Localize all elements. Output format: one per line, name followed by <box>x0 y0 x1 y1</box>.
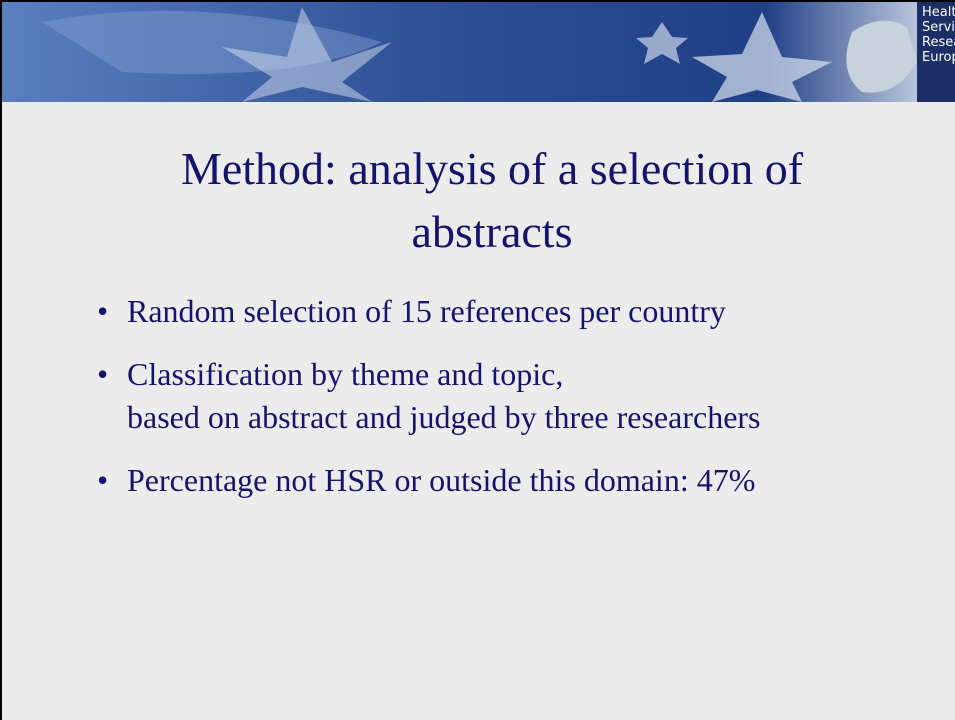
logo-line: Research <box>922 35 955 50</box>
logo-line: Services <box>922 20 955 35</box>
page: Health Services Research Europe Method: … <box>0 0 955 720</box>
slide: Health Services Research Europe Method: … <box>0 0 955 720</box>
bullet-text: Random selection of 15 references per co… <box>127 290 927 333</box>
banner <box>2 2 955 102</box>
bullet-text: Percentage not HSR or outside this domai… <box>127 459 927 502</box>
logo-line: Health <box>922 5 955 20</box>
logo-line: Europe <box>922 50 955 65</box>
bullet-text: based on abstract and judged by three re… <box>127 396 927 439</box>
bullet-text: Classification by theme and topic, <box>127 353 927 396</box>
bullet-list: Random selection of 15 references per co… <box>97 290 927 522</box>
bullet: Percentage not HSR or outside this domai… <box>97 459 927 502</box>
title-line: Method: analysis of a selection of <box>62 137 922 200</box>
logo: Health Services Research Europe <box>922 5 955 65</box>
title-line: abstracts <box>62 200 922 263</box>
bullet: Classification by theme and topic,based … <box>97 353 927 439</box>
bullet: Random selection of 15 references per co… <box>97 290 927 333</box>
